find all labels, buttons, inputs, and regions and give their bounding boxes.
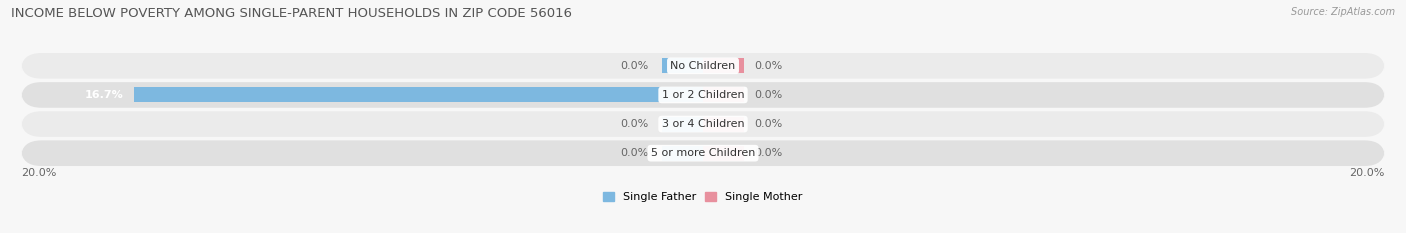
Bar [703,116,744,132]
Text: 0.0%: 0.0% [754,61,782,71]
FancyBboxPatch shape [21,82,1385,108]
Text: 16.7%: 16.7% [84,90,124,100]
Text: INCOME BELOW POVERTY AMONG SINGLE-PARENT HOUSEHOLDS IN ZIP CODE 56016: INCOME BELOW POVERTY AMONG SINGLE-PARENT… [11,7,572,20]
Legend: Single Father, Single Mother: Single Father, Single Mother [599,187,807,206]
Text: 1 or 2 Children: 1 or 2 Children [662,90,744,100]
Text: 3 or 4 Children: 3 or 4 Children [662,119,744,129]
FancyBboxPatch shape [21,53,1385,79]
Bar [703,87,744,103]
Text: 20.0%: 20.0% [1350,168,1385,178]
Text: 0.0%: 0.0% [620,61,648,71]
Text: 0.0%: 0.0% [620,119,648,129]
Bar [662,146,703,161]
Bar [662,116,703,132]
Text: 20.0%: 20.0% [21,168,56,178]
Bar [134,87,703,103]
Text: 0.0%: 0.0% [620,148,648,158]
Bar [703,58,744,73]
Text: 0.0%: 0.0% [754,148,782,158]
Text: Source: ZipAtlas.com: Source: ZipAtlas.com [1291,7,1395,17]
Text: 0.0%: 0.0% [754,119,782,129]
Text: 0.0%: 0.0% [754,90,782,100]
FancyBboxPatch shape [21,140,1385,166]
Text: 5 or more Children: 5 or more Children [651,148,755,158]
Text: No Children: No Children [671,61,735,71]
Bar [703,146,744,161]
Bar [662,58,703,73]
FancyBboxPatch shape [21,111,1385,137]
